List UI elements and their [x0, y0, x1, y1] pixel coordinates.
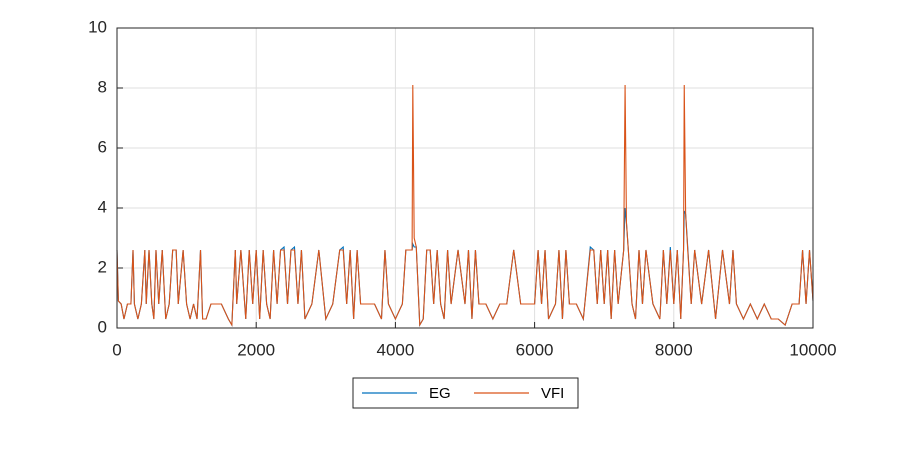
y-tick-label: 6 — [98, 137, 107, 156]
legend-box — [352, 377, 579, 409]
y-tick-label: 10 — [88, 17, 107, 36]
plot-area — [117, 28, 813, 328]
legend-label: VFI — [541, 385, 564, 402]
x-tick-label: 10000 — [789, 340, 836, 359]
x-tick-label: 2000 — [237, 340, 275, 359]
y-tick-label: 0 — [98, 317, 107, 336]
axes-box — [116, 27, 814, 329]
legend-label: EG — [429, 385, 451, 402]
y-tick-label: 4 — [98, 197, 107, 216]
x-tick-label: 4000 — [376, 340, 414, 359]
x-tick-label: 6000 — [516, 340, 554, 359]
y-tick-label: 8 — [98, 77, 107, 96]
x-tick-label: 0 — [112, 340, 121, 359]
x-tick-label: 8000 — [655, 340, 693, 359]
series-line — [116, 84, 814, 327]
y-tick-label: 2 — [98, 257, 107, 276]
legend: EG VFI — [352, 377, 579, 409]
